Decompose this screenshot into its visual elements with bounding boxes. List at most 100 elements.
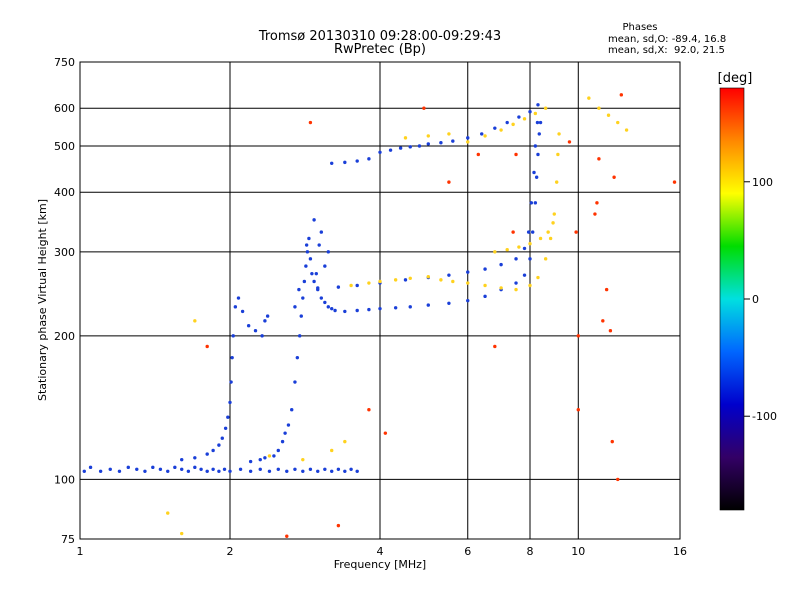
grid — [80, 62, 680, 539]
data-point-outliers — [608, 328, 613, 333]
data-point-o — [533, 201, 538, 205]
data-point-o — [158, 467, 163, 471]
data-point-x — [426, 275, 430, 279]
data-point-o — [505, 120, 509, 125]
x-axis: 1 2 4 6 8 10 16 — [77, 545, 688, 558]
data-point-o — [466, 270, 470, 274]
data-point-o — [126, 465, 130, 470]
data-point-o — [308, 257, 313, 261]
y-tick-label: 200 — [54, 330, 75, 343]
data-point-outliers — [610, 439, 614, 444]
data-point-x — [466, 140, 470, 144]
data-point-o — [276, 448, 280, 453]
data-point-o — [514, 257, 518, 261]
data-point-o — [367, 307, 371, 312]
chart-subtitle: RwPretec (Bp) — [334, 42, 426, 57]
data-point-o — [173, 465, 177, 470]
data-point-o — [367, 157, 371, 161]
data-point-outliers — [601, 319, 605, 323]
data-point-x — [378, 279, 382, 284]
data-point-outliers — [612, 175, 616, 179]
data-point-x — [543, 257, 548, 261]
data-point-o — [532, 170, 536, 175]
data-point-x — [554, 180, 559, 184]
data-point-x — [426, 134, 430, 138]
data-point-x — [301, 457, 305, 462]
data-point-x — [528, 283, 532, 288]
x-tick-label: 8 — [527, 545, 534, 558]
data-point-x — [551, 221, 555, 225]
data-point-o — [186, 469, 191, 473]
data-point-o — [343, 160, 347, 165]
data-point-x — [367, 281, 371, 285]
data-point-o — [316, 286, 320, 290]
data-point-x — [330, 448, 334, 453]
data-point-x — [538, 236, 543, 241]
data-point-o — [319, 230, 324, 234]
y-tick-label: 100 — [54, 473, 75, 486]
data-point-o — [526, 230, 531, 234]
data-point-o — [253, 328, 258, 333]
data-point-x — [606, 113, 611, 117]
data-point-o — [514, 281, 518, 285]
data-point-o — [217, 469, 221, 473]
colorbar-label: [deg] — [718, 71, 753, 86]
data-point-o — [108, 467, 112, 471]
data-point-o — [276, 467, 280, 471]
data-point-o — [293, 380, 297, 384]
data-point-o — [297, 287, 301, 292]
data-point-o — [403, 278, 408, 282]
data-point-o — [536, 152, 540, 157]
data-point-o — [230, 355, 234, 360]
data-point-o — [199, 467, 203, 471]
data-point-x — [624, 128, 629, 132]
data-point-o — [307, 236, 311, 241]
data-point-outliers — [574, 230, 578, 234]
data-point-x — [548, 236, 553, 241]
data-point-o — [408, 145, 412, 149]
phases-o-stats: mean, sd,O: -89.4, 16.8 — [608, 34, 726, 45]
data-point-o — [529, 201, 534, 205]
data-point-x — [447, 132, 451, 136]
data-point-x — [451, 279, 455, 284]
data-point-o — [426, 303, 430, 307]
y-tick-label: 75 — [61, 533, 75, 546]
data-point-o — [522, 246, 527, 251]
data-point-o — [301, 469, 305, 473]
plot-frame — [79, 61, 681, 540]
data-point-o — [314, 271, 318, 276]
data-point-o — [205, 452, 209, 456]
data-point-x — [493, 250, 497, 254]
data-point-outliers — [205, 344, 209, 349]
x-tick-label: 4 — [377, 545, 384, 558]
data-point-o — [499, 262, 503, 267]
data-point-x — [552, 212, 556, 216]
data-point-o — [330, 469, 334, 473]
data-point-o — [302, 279, 307, 284]
data-point-x — [403, 136, 408, 140]
data-point-outliers — [422, 106, 426, 110]
data-point-x — [393, 278, 398, 282]
data-point-x — [556, 152, 560, 157]
data-point-o — [290, 408, 294, 412]
data-point-o — [229, 380, 233, 384]
data-point-o — [246, 324, 251, 328]
data-point-o — [82, 469, 86, 473]
data-point-o — [180, 467, 184, 471]
data-point-o — [286, 423, 291, 427]
x-tick-label: 6 — [464, 545, 471, 558]
data-point-x — [499, 286, 503, 290]
data-point-o — [388, 148, 393, 152]
data-point-x — [557, 132, 561, 136]
data-point-outliers — [336, 523, 341, 528]
data-point-o — [533, 144, 538, 148]
chart-title: Tromsø 20130310 09:28:00-09:29:43 — [258, 29, 501, 44]
data-point-o — [536, 103, 540, 107]
data-point-outliers — [593, 212, 597, 216]
data-point-outliers — [672, 180, 677, 184]
x-tick-label: 16 — [673, 545, 687, 558]
data-point-o — [483, 294, 487, 299]
data-point-outliers — [595, 201, 599, 205]
y-axis-label: Stationary phase Virtual Height [km] — [36, 199, 49, 401]
